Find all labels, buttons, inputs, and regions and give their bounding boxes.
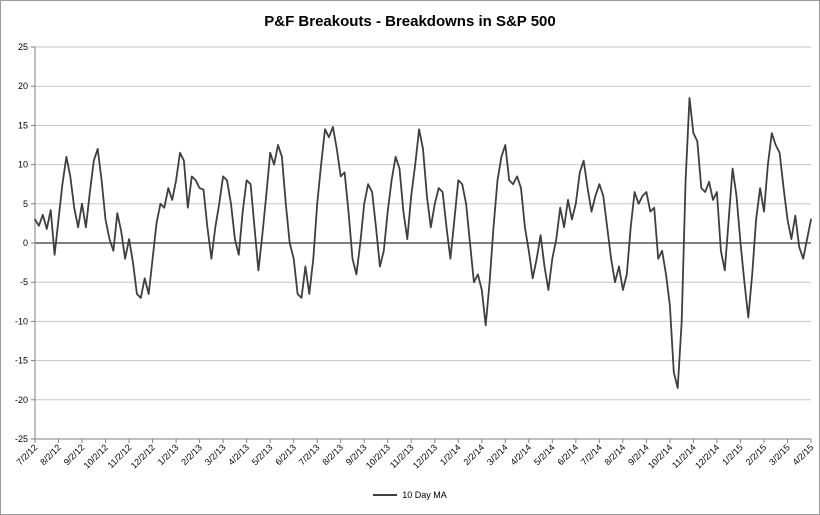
y-tick-label: -15 — [15, 356, 28, 366]
x-tick-label: 2/2/13 — [179, 442, 204, 467]
x-tick-label: 4/2/14 — [508, 442, 533, 467]
y-tick-label: 5 — [23, 199, 28, 209]
legend-label: 10 Day MA — [402, 490, 447, 500]
x-tick-label: 10/2/12 — [82, 442, 110, 470]
x-tick-label: 10/2/13 — [364, 442, 392, 470]
y-tick-label: 20 — [18, 81, 28, 91]
y-tick-label: 15 — [18, 120, 28, 130]
x-tick-label: 3/2/13 — [203, 442, 228, 467]
x-tick-label: 3/2/14 — [485, 442, 510, 467]
y-tick-label: 0 — [23, 238, 28, 248]
x-tick-label: 2/2/15 — [744, 442, 769, 467]
y-tick-label: -25 — [15, 434, 28, 444]
y-tick-label: -5 — [20, 277, 28, 287]
x-tick-label: 1/2/15 — [720, 442, 745, 467]
x-tick-label: 1/2/13 — [156, 442, 181, 467]
x-tick-label: 12/2/13 — [411, 442, 439, 470]
x-tick-label: 3/2/15 — [767, 442, 792, 467]
x-tick-label: 5/2/14 — [532, 442, 557, 467]
x-tick-label: 8/2/14 — [603, 442, 628, 467]
x-tick-label: 11/2/12 — [106, 442, 134, 470]
y-tick-label: 10 — [18, 160, 28, 170]
x-tick-label: 12/2/12 — [129, 442, 157, 470]
x-tick-label: 7/2/13 — [297, 442, 322, 467]
x-tick-label: 6/2/14 — [555, 442, 580, 467]
x-tick-label: 11/2/13 — [388, 442, 416, 470]
x-tick-label: 10/2/14 — [646, 442, 674, 470]
y-tick-label: 25 — [18, 42, 28, 52]
x-tick-label: 11/2/14 — [670, 442, 698, 470]
legend-line-swatch — [373, 494, 398, 496]
x-tick-label: 4/2/15 — [791, 442, 816, 467]
x-tick-label: 6/2/13 — [273, 442, 298, 467]
chart-title: P&F Breakouts - Breakdowns in S&P 500 — [264, 13, 556, 30]
ma-line — [34, 97, 812, 389]
x-tick-label: 1/2/14 — [438, 442, 463, 467]
y-tick-label: -20 — [15, 395, 28, 405]
x-tick-label: 12/2/14 — [693, 442, 721, 470]
x-tick-label: 7/2/12 — [15, 442, 40, 467]
x-tick-label: 4/2/13 — [226, 442, 251, 467]
legend: 10 Day MA — [1, 490, 819, 500]
x-tick-label: 8/2/13 — [320, 442, 345, 467]
y-tick-label: -10 — [15, 316, 28, 326]
x-tick-label: 5/2/13 — [250, 442, 275, 467]
x-tick-label: 8/2/12 — [38, 442, 63, 467]
x-tick-label: 2/2/14 — [461, 442, 486, 467]
x-tick-label: 7/2/14 — [579, 442, 604, 467]
